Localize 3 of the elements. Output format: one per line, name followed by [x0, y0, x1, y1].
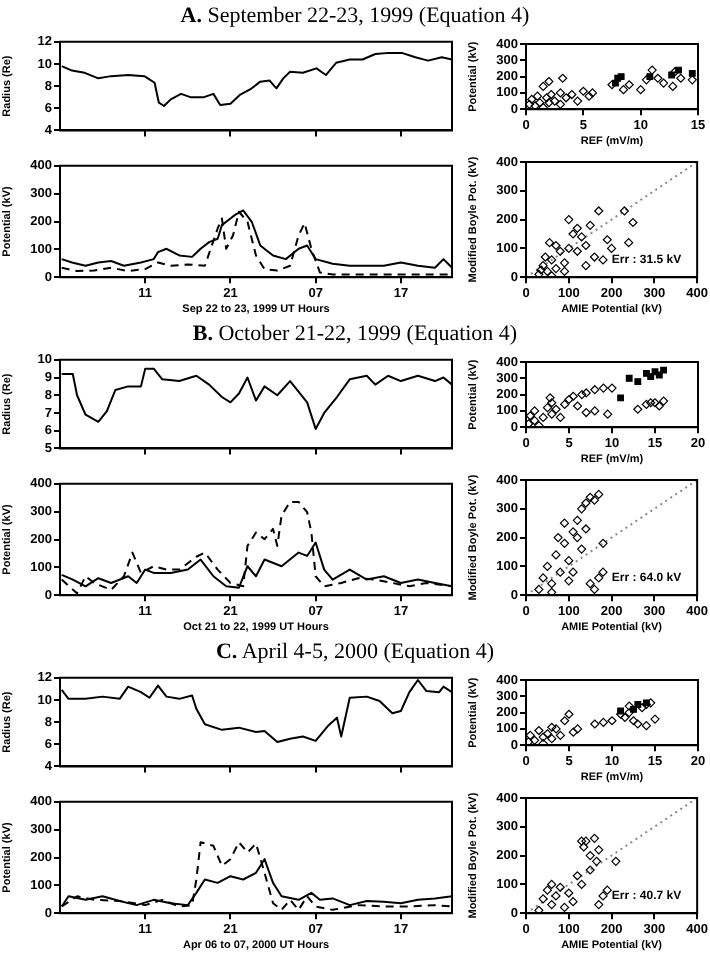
chart-title: C. April 4-5, 2000 (Equation 4): [213, 638, 497, 668]
chart-title: B. October 21-22, 1999 (Equation 4): [190, 320, 520, 350]
chart-title: A. September 22-23, 1999 (Equation 4): [178, 2, 532, 32]
